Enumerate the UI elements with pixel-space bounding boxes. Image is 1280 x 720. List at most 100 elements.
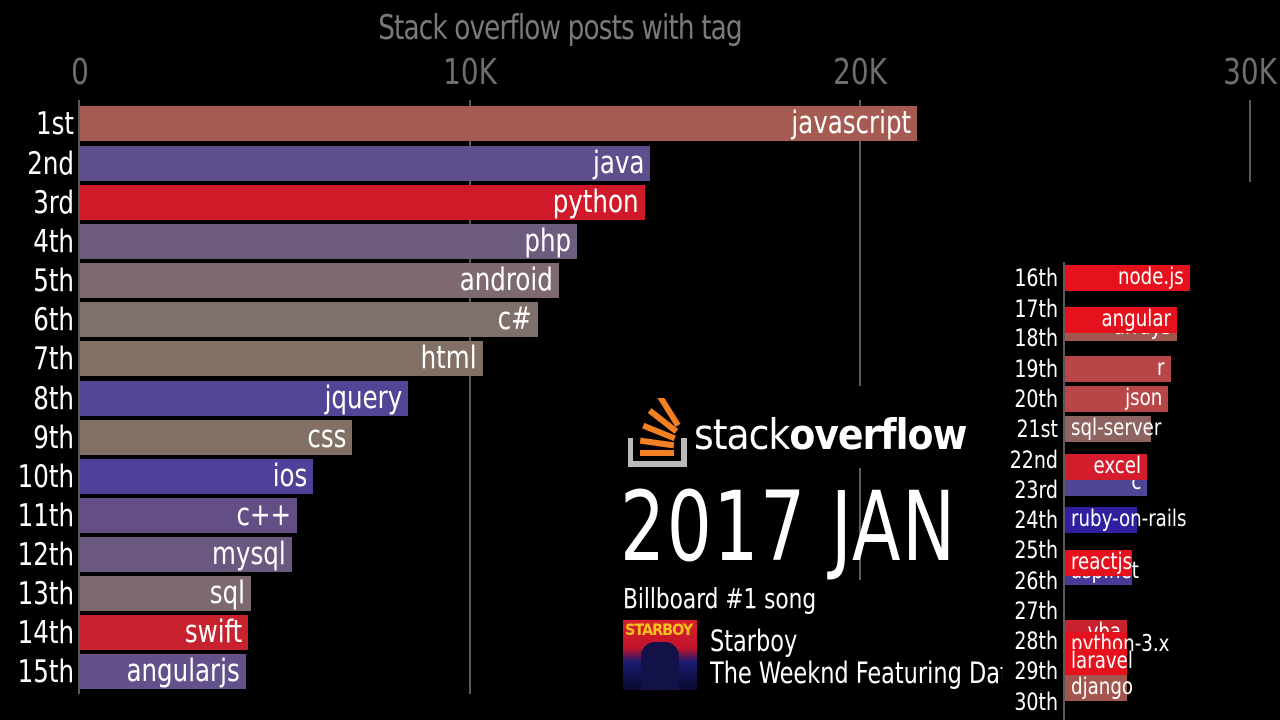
song-artist: The Weeknd Featuring Daft Punk — [710, 656, 1002, 690]
bar: ios — [80, 458, 313, 494]
logo-text-bold: overflow — [789, 410, 967, 459]
bar-label: sql — [209, 575, 245, 611]
bar-label: javascript — [791, 105, 911, 141]
mini-bar-label: ruby-on-rails — [1071, 506, 1187, 532]
mini-bar: reactjs — [1065, 549, 1133, 576]
rank-label: 12th — [17, 537, 74, 573]
mini-rank-label: 25th — [1014, 536, 1058, 564]
mini-bar-label: r — [1157, 355, 1165, 381]
mini-bar: laravel — [1065, 648, 1133, 675]
bar: c++ — [80, 497, 297, 533]
gridline-20k — [859, 100, 861, 386]
album-figure-icon — [641, 642, 679, 690]
rank-label: 11th — [17, 498, 74, 534]
mini-rank-label: 30th — [1014, 688, 1058, 716]
mini-rank-label: 28th — [1014, 627, 1058, 655]
bar-label: swift — [184, 614, 242, 650]
mini-rank-label: 23rd — [1014, 476, 1058, 504]
rank-label: 7th — [33, 341, 74, 377]
mini-rank-label: 26th — [1014, 567, 1058, 595]
mini-bar: r — [1065, 355, 1171, 382]
bar: angularjs — [80, 653, 246, 689]
bar-label: c++ — [236, 497, 291, 533]
bar-label: angularjs — [126, 653, 240, 689]
rank-label: 6th — [33, 302, 74, 338]
mini-bar: ruby-on-rails — [1065, 506, 1186, 533]
bar: python — [80, 184, 645, 220]
x-tick-label: 20K — [833, 52, 887, 93]
mini-rank-label: 29th — [1014, 657, 1058, 685]
rank-label: 2nd — [27, 146, 74, 182]
mini-rank-label: 27th — [1014, 597, 1058, 625]
mini-bar-label: json — [1124, 385, 1162, 411]
stackoverflow-logo: stackoverflow — [628, 398, 968, 468]
y-axis-line — [78, 100, 80, 694]
bar-label: java — [592, 145, 644, 181]
logo-text-light: stack — [694, 410, 790, 459]
mini-bar-label: c — [1130, 469, 1141, 495]
gridline-10k — [469, 100, 471, 694]
rank-label: 15th — [17, 654, 74, 690]
mini-bar-label: django — [1071, 674, 1134, 700]
song-title: Starboy — [710, 624, 798, 658]
rank-label: 5th — [33, 263, 74, 299]
mini-bar-label: angular — [1101, 306, 1171, 332]
stackoverflow-icon — [628, 398, 687, 467]
bar: css — [80, 419, 352, 455]
mini-rank-label: 18th — [1014, 324, 1058, 352]
gridline-20k-lower — [859, 468, 861, 580]
rank-label: 13th — [17, 576, 74, 612]
mini-bar: json — [1065, 385, 1168, 412]
rank-label: 9th — [33, 420, 74, 456]
mini-rank-label: 20th — [1014, 385, 1058, 413]
rank-label: 4th — [33, 224, 74, 260]
period-date: 2017 JAN — [620, 471, 957, 583]
mini-bar: angular — [1065, 306, 1177, 333]
rank-label: 1st — [35, 106, 74, 142]
bar: php — [80, 223, 577, 259]
mini-rank-label: 16th — [1014, 264, 1058, 292]
bar-label: android — [459, 262, 553, 298]
bar: html — [80, 340, 483, 376]
mini-rank-label: 22nd — [1009, 446, 1058, 474]
bar-label: c# — [497, 301, 532, 337]
x-tick-label: 30K — [1223, 52, 1277, 93]
mini-bar-label: sql-server — [1071, 415, 1162, 441]
bar: c# — [80, 301, 538, 337]
bar-label: php — [524, 223, 571, 259]
mini-rank-label: 17th — [1014, 295, 1058, 323]
bar: java — [80, 145, 650, 181]
bar-label: python — [553, 184, 639, 220]
mini-y-axis-line — [1063, 262, 1065, 720]
mini-bar: excel — [1065, 453, 1147, 480]
bar: mysql — [80, 536, 292, 572]
mini-rank-label: 21st — [1016, 415, 1058, 443]
rank-label: 3rd — [33, 185, 74, 221]
mini-bar-label: reactjs — [1071, 549, 1133, 575]
album-art-title: STARBOY — [625, 620, 693, 639]
mini-bar-label: excel — [1093, 453, 1141, 479]
bar: android — [80, 262, 559, 298]
mini-bar: node.js — [1065, 264, 1190, 291]
bar: sql — [80, 575, 251, 611]
x-tick-label: 0 — [71, 52, 89, 93]
mini-bar-label: node.js — [1118, 264, 1184, 290]
bar: swift — [80, 614, 248, 650]
chart-title: Stack overflow posts with tag — [378, 8, 742, 48]
x-tick-label: 10K — [443, 52, 497, 93]
bar: jquery — [80, 380, 408, 416]
bar-label: jquery — [324, 380, 402, 416]
album-art: STARBOY — [623, 620, 697, 690]
bar-label: html — [421, 340, 477, 376]
mini-bar: sql-server — [1065, 415, 1161, 442]
rank-label: 8th — [33, 381, 74, 417]
stackoverflow-wordmark: stackoverflow — [694, 410, 967, 459]
mini-rank-label: 24th — [1014, 506, 1058, 534]
rank-label: 10th — [17, 459, 74, 495]
bar: javascript — [80, 105, 917, 141]
mini-rank-label: 19th — [1014, 355, 1058, 383]
bar-label: ios — [272, 458, 307, 494]
bar-label: css — [306, 419, 346, 455]
mini-bar: django — [1065, 674, 1133, 701]
rank-label: 14th — [17, 615, 74, 651]
